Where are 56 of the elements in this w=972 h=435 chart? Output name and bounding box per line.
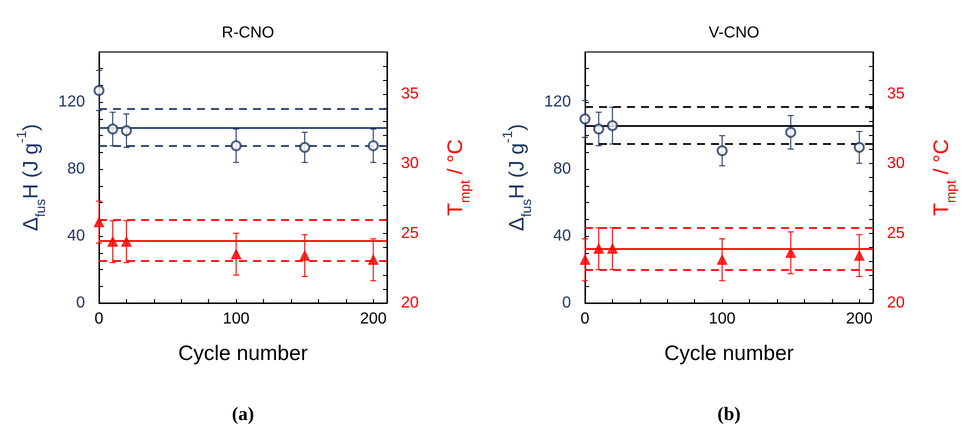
point	[580, 113, 590, 124]
x-axis-title: Cycle number	[178, 342, 308, 365]
point	[108, 236, 118, 247]
y2-tick-label: 35	[401, 85, 419, 102]
y-tick-label: 0	[562, 294, 572, 312]
x-axis-title: Cycle number	[664, 342, 794, 365]
point	[368, 140, 379, 152]
point	[107, 123, 118, 134]
point	[785, 126, 796, 138]
y-tick-label: 0	[76, 294, 86, 312]
y-tick-label: 120	[58, 94, 86, 111]
y-tick-label: 120	[544, 94, 572, 111]
point	[230, 140, 242, 152]
chart-title: R-CNO	[222, 24, 274, 42]
point	[606, 120, 618, 132]
y2-axis-title: Tmpt / °C	[444, 139, 472, 216]
x-tick-label: 0	[580, 310, 590, 328]
point	[607, 244, 618, 254]
y-tick-label: 80	[553, 160, 572, 178]
point	[299, 142, 310, 153]
point	[580, 254, 590, 265]
y-tick-label: 40	[67, 228, 86, 245]
chart-title: V-CNO	[708, 24, 760, 42]
y2-tick-label: 25	[887, 224, 905, 242]
y-axis-title: ΔfusH (J g-1)	[500, 124, 534, 232]
y2-tick-label: 20	[887, 294, 905, 312]
point	[854, 250, 864, 261]
text: (b)	[717, 404, 741, 425]
x-tick-label: 100	[222, 310, 250, 328]
y-tick-label: 80	[67, 160, 86, 178]
y2-tick-label: 30	[401, 155, 419, 172]
point	[716, 145, 728, 156]
point	[594, 244, 604, 254]
y2-tick-label: 20	[401, 294, 419, 312]
y-tick-label: 40	[553, 228, 572, 245]
text: (a)	[232, 404, 254, 425]
x-tick-label: 200	[846, 310, 873, 328]
point	[120, 125, 132, 136]
point	[854, 142, 865, 153]
point	[593, 123, 604, 134]
x-tick-label: 0	[94, 310, 104, 328]
y2-tick-label: 30	[887, 155, 905, 172]
point	[94, 84, 104, 96]
point	[786, 248, 796, 258]
y-axis-title: ΔfusH (J g-1)	[14, 124, 48, 232]
y2-tick-label: 25	[401, 224, 419, 242]
point	[300, 250, 310, 261]
point	[231, 249, 242, 260]
point	[368, 254, 378, 265]
point	[717, 254, 728, 265]
x-tick-label: 100	[708, 310, 736, 328]
x-tick-label: 200	[360, 310, 387, 328]
y2-tick-label: 35	[887, 85, 905, 102]
point	[94, 217, 104, 228]
y2-axis-title: Tmpt / °C	[930, 139, 958, 216]
point	[121, 236, 132, 247]
